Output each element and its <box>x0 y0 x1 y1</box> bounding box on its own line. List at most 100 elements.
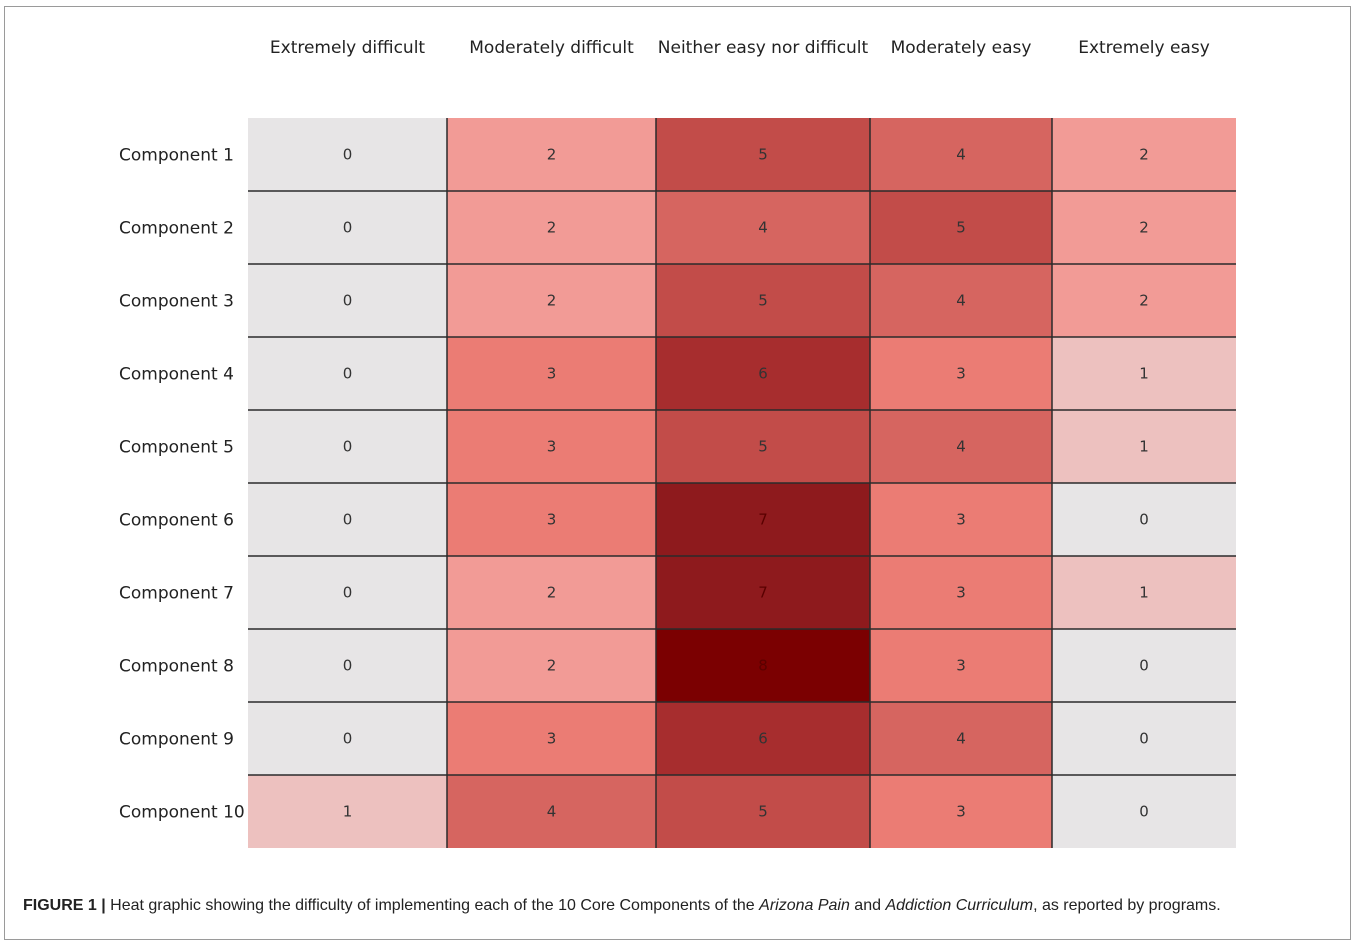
column-labels: Extremely difficult Moderately difficult N… <box>270 38 1210 58</box>
heatmap-cell <box>656 264 870 337</box>
heatmap-cell <box>248 410 447 483</box>
row-label: Component 8 <box>119 657 234 677</box>
cell-value-label: 4 <box>956 146 966 164</box>
cell-value-label: 0 <box>343 365 353 383</box>
cell-value-label: 5 <box>758 803 768 821</box>
heatmap-cell <box>447 702 656 775</box>
heatmap-cell <box>1052 556 1236 629</box>
cell-value-label: 6 <box>758 365 768 383</box>
heatmap-cell <box>870 483 1052 556</box>
cell-value-label: 1 <box>1139 365 1149 383</box>
caption-italic-part-2: Addiction Curriculum <box>885 897 1034 914</box>
cell-value-label: 0 <box>343 511 353 529</box>
cell-value-label: 1 <box>343 803 353 821</box>
heatmap-cell <box>656 629 870 702</box>
heatmap-cell <box>656 483 870 556</box>
heatmap-cell <box>870 629 1052 702</box>
cell-value-label: 3 <box>956 657 966 675</box>
heatmap-cell <box>447 118 656 191</box>
cell-value-label: 0 <box>1139 730 1149 748</box>
cell-value-label: 4 <box>956 438 966 456</box>
heatmap-cell <box>447 483 656 556</box>
column-label: Extremely difficult <box>270 38 426 58</box>
row-label: Component 4 <box>119 365 234 385</box>
cell-value-label: 2 <box>1139 219 1149 237</box>
heatmap-cell <box>1052 629 1236 702</box>
heatmap-cell <box>870 118 1052 191</box>
cell-value-label: 2 <box>547 657 557 675</box>
cell-value-label: 5 <box>758 292 768 310</box>
row-label: Component 6 <box>119 511 234 531</box>
heatmap-cell <box>656 702 870 775</box>
cell-value-label: 0 <box>343 584 353 602</box>
cell-value-label: 6 <box>758 730 768 748</box>
heatmap-cell <box>870 410 1052 483</box>
column-label: Extremely easy <box>1078 38 1210 58</box>
cell-value-label: 4 <box>758 219 768 237</box>
heatmap-cell <box>870 702 1052 775</box>
heatmap-cell <box>656 556 870 629</box>
cell-value-label: 2 <box>547 584 557 602</box>
heatmap-cell <box>248 483 447 556</box>
cell-value-label: 4 <box>956 730 966 748</box>
cell-value-label: 0 <box>343 657 353 675</box>
cell-value-label: 3 <box>547 365 557 383</box>
figure-caption: FIGURE 1 | Heat graphic showing the diff… <box>23 895 1341 917</box>
heatmap-cell <box>870 264 1052 337</box>
heatmap-cell <box>248 118 447 191</box>
heatmap-cell <box>1052 191 1236 264</box>
heatmap-cell <box>447 337 656 410</box>
heatmap-gridlines <box>248 118 1236 848</box>
row-label: Component 5 <box>119 438 234 458</box>
heatmap-cell <box>870 775 1052 848</box>
heatmap-cell <box>656 118 870 191</box>
heatmap-cell <box>1052 118 1236 191</box>
cell-value-label: 3 <box>956 511 966 529</box>
cell-value-label: 2 <box>1139 292 1149 310</box>
cell-value-label: 4 <box>956 292 966 310</box>
cell-value-label: 2 <box>547 219 557 237</box>
cell-value-label: 8 <box>758 657 768 675</box>
cell-value-label: 0 <box>1139 657 1149 675</box>
heatmap-cell <box>1052 775 1236 848</box>
cell-value-label: 3 <box>956 365 966 383</box>
cell-value-label: 3 <box>956 803 966 821</box>
caption-text-part-2: and <box>849 897 886 914</box>
cell-value-label: 7 <box>758 584 768 602</box>
row-label: Component 7 <box>119 584 234 604</box>
cell-value-label: 4 <box>547 803 557 821</box>
cell-value-label: 5 <box>758 146 768 164</box>
cell-value-label: 5 <box>956 219 966 237</box>
cell-value-label: 1 <box>1139 584 1149 602</box>
column-label: Neither easy nor difficult <box>658 38 869 58</box>
heatmap-cell <box>1052 264 1236 337</box>
heatmap-cell <box>1052 337 1236 410</box>
figure-frame: Extremely difficult Moderately difficult N… <box>4 6 1351 940</box>
cell-value-label: 0 <box>343 146 353 164</box>
cell-value-label: 1 <box>1139 438 1149 456</box>
heatmap-cell <box>447 264 656 337</box>
heatmap-cells: 0 2 5 4 2 0 2 4 5 2 0 2 5 4 2 0 3 6 3 1 0 3 5 4 1 0 3 7 3 0 0 2 7 3 1 0 2 8 3 0… <box>248 118 1236 848</box>
heatmap-cell <box>870 556 1052 629</box>
heatmap-cell <box>656 775 870 848</box>
caption-italic-part-1: Arizona Pain <box>759 897 850 914</box>
heatmap-cell <box>1052 483 1236 556</box>
heatmap-cell <box>447 191 656 264</box>
row-label: Component 3 <box>119 292 234 312</box>
heatmap-cell <box>1052 410 1236 483</box>
row-label: Component 9 <box>119 730 234 750</box>
heatmap-cell <box>447 629 656 702</box>
cell-value-label: 0 <box>343 292 353 310</box>
cell-value-label: 5 <box>758 438 768 456</box>
cell-value-label: 7 <box>758 511 768 529</box>
cell-value-label: 0 <box>1139 511 1149 529</box>
heatmap-cell <box>656 410 870 483</box>
heatmap-chart: Extremely difficult Moderately difficult N… <box>119 38 1236 848</box>
heatmap-cell <box>248 337 447 410</box>
heatmap-cell <box>248 264 447 337</box>
heatmap-cell <box>447 775 656 848</box>
heatmap-cell <box>656 191 870 264</box>
cell-value-label: 3 <box>956 584 966 602</box>
cell-value-label: 3 <box>547 511 557 529</box>
cell-value-label: 3 <box>547 438 557 456</box>
